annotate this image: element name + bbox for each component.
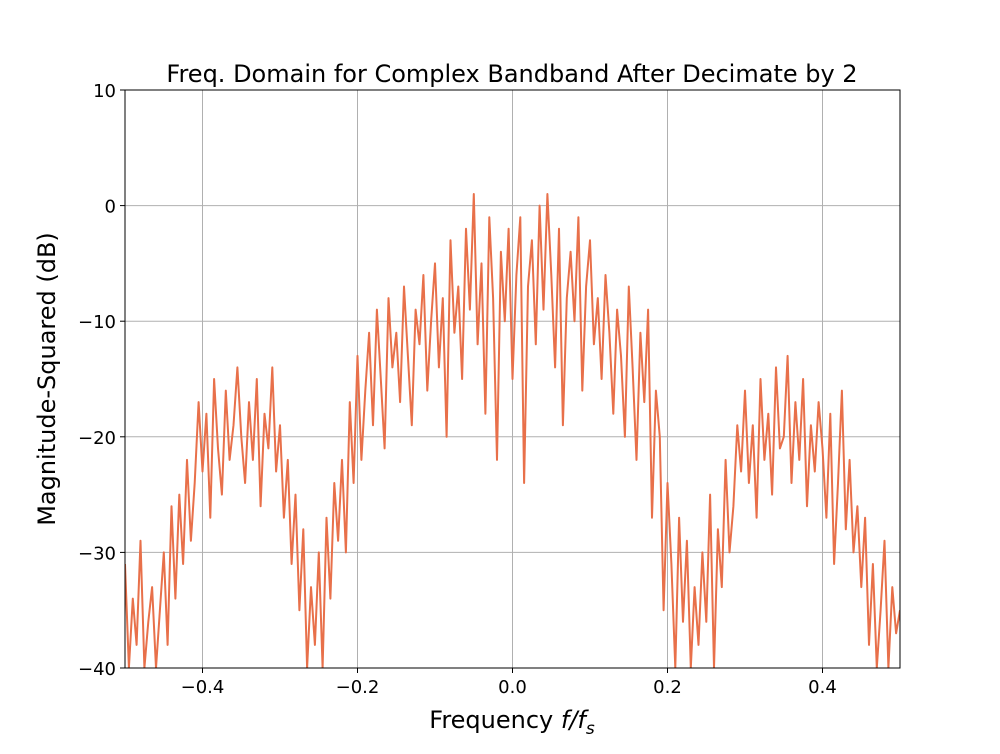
grid	[125, 90, 900, 668]
spectrum-line	[125, 193, 900, 668]
chart-title: Freq. Domain for Complex Bandband After …	[166, 60, 857, 88]
y-axis-label: Magnitude-Squared (dB)	[33, 232, 61, 526]
x-tick-label: 0.0	[498, 677, 527, 698]
x-tick-label: 0.4	[808, 677, 837, 698]
y-tick-label: 0	[105, 197, 116, 218]
y-tick-label: −30	[78, 543, 116, 564]
y-axis: 10 0 −10 −20 −30 −40	[78, 81, 125, 680]
x-tick-label: −0.2	[336, 677, 380, 698]
y-tick-label: −40	[78, 659, 116, 680]
x-tick-label: 0.2	[653, 677, 682, 698]
x-axis: −0.4 −0.2 0.0 0.2 0.4	[181, 668, 837, 698]
series-group	[125, 193, 900, 668]
y-tick-label: 10	[93, 81, 116, 102]
y-tick-label: −10	[78, 312, 116, 333]
y-tick-label: −20	[78, 428, 116, 449]
x-axis-label: Frequency f/fs	[429, 706, 595, 739]
x-tick-label: −0.4	[181, 677, 225, 698]
